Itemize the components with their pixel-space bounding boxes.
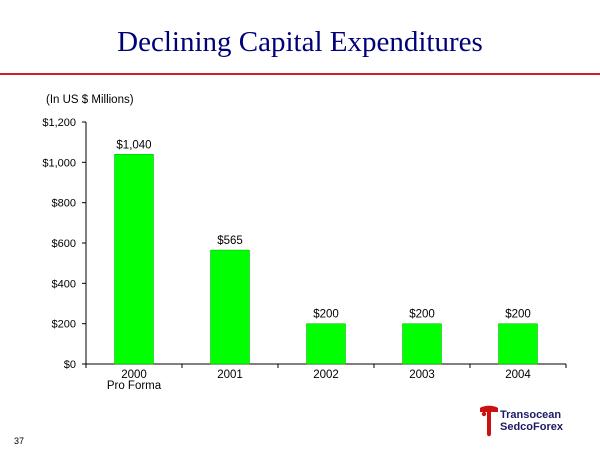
bar: [498, 323, 538, 365]
bar: [114, 154, 154, 365]
bar: [402, 323, 442, 365]
chart-axes: $0 $200 $400 $600 $800 $1,000 $1,200: [42, 117, 567, 371]
y-tick-label: $400: [52, 278, 76, 290]
y-tick-label: $0: [64, 359, 76, 371]
x-category-label: 2000: [121, 369, 147, 381]
y-tick-label: $200: [52, 319, 76, 331]
x-category-label: 2003: [409, 369, 435, 381]
bar: [210, 249, 250, 365]
company-logo: Transocean SedcoForex: [478, 404, 588, 438]
x-category-label: 2001: [217, 369, 243, 381]
bar-value-label: $1,040: [116, 139, 151, 151]
x-category-label: Pro Forma: [107, 380, 162, 392]
x-category-label: 2002: [313, 369, 339, 381]
y-tick-label: $800: [52, 198, 76, 210]
title-divider: [0, 73, 600, 75]
y-tick-label: $600: [52, 238, 76, 250]
logo-line2: SedcoForex: [500, 421, 563, 433]
bar-value-label: $200: [505, 309, 531, 321]
y-tick-label: $1,000: [42, 157, 76, 169]
bar-value-label: $200: [313, 309, 339, 321]
logo-line1: Transocean: [500, 409, 562, 421]
bar-value-label: $200: [409, 309, 435, 321]
x-category-label: 2004: [505, 369, 531, 381]
y-tick-label: $1,200: [42, 117, 76, 129]
bar: [306, 323, 346, 365]
chart-bars: [114, 154, 538, 365]
page-number: 37: [14, 436, 25, 446]
transocean-t-logo-icon: [480, 405, 498, 437]
bar-value-label: $565: [217, 235, 243, 247]
unit-label: (In US $ Millions): [46, 94, 134, 106]
slide-title: Declining Capital Expenditures: [117, 26, 483, 58]
